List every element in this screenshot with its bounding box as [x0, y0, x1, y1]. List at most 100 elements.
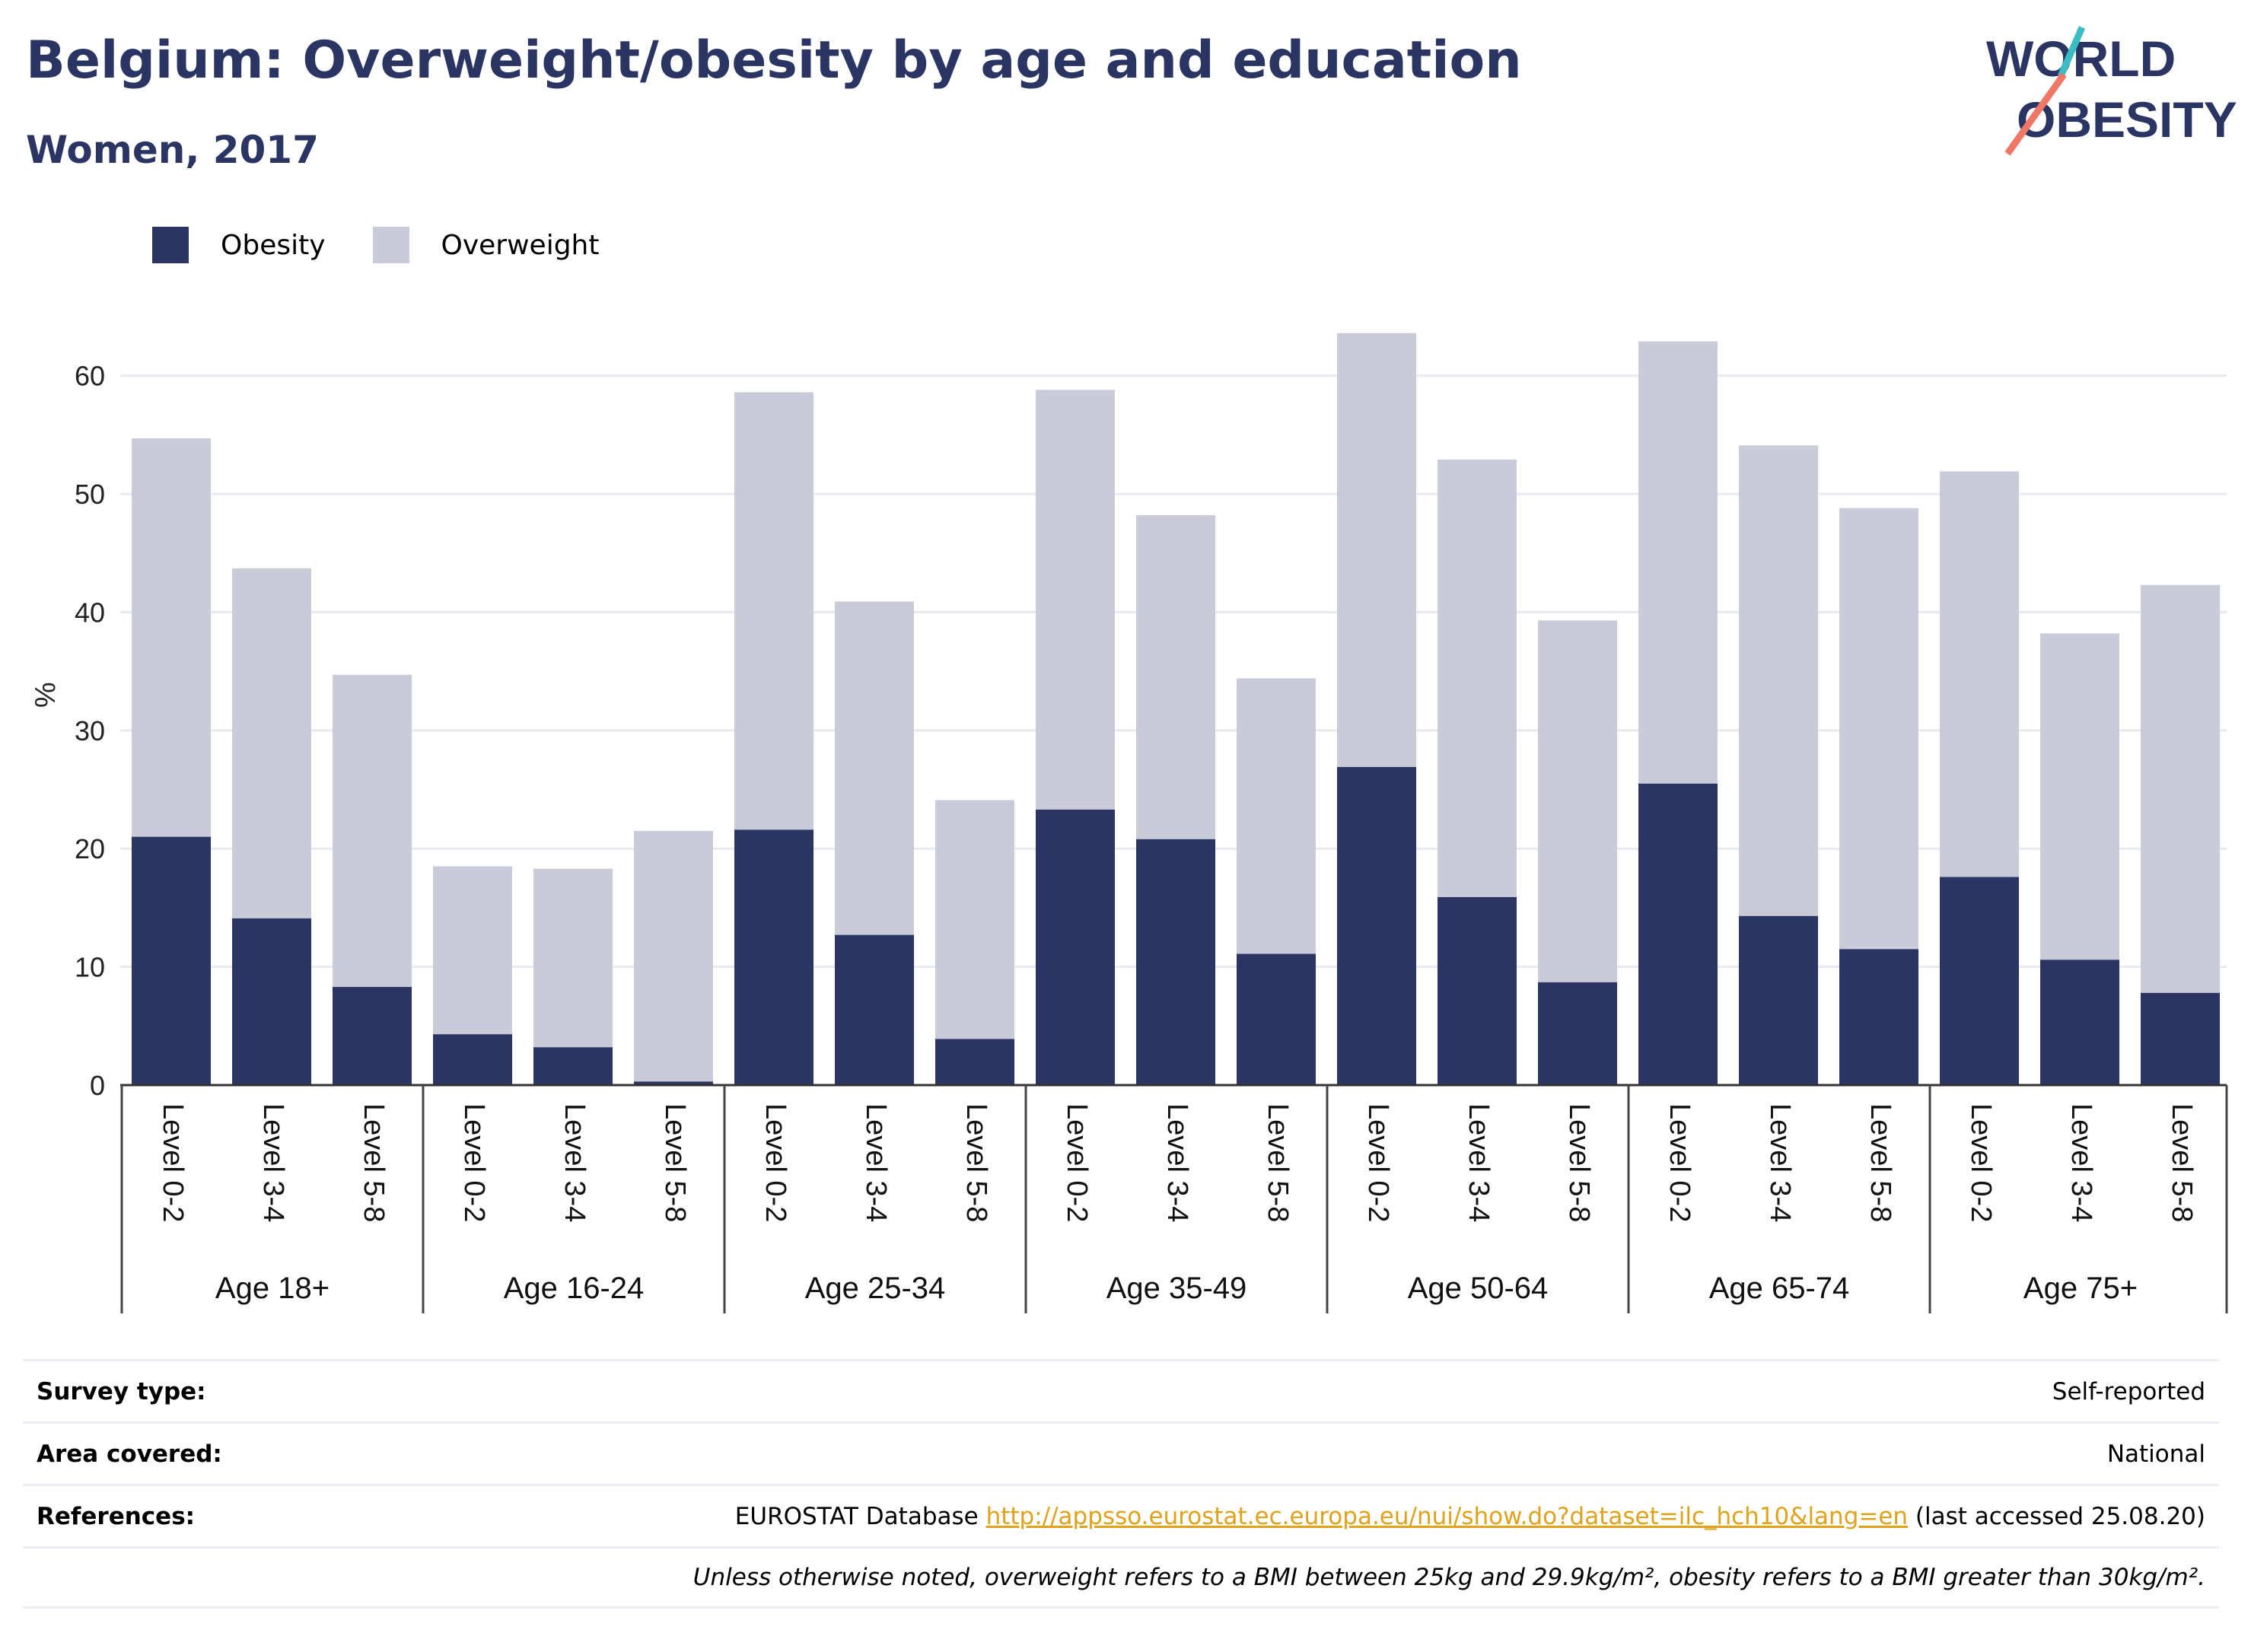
bar-overweight [634, 830, 713, 1082]
bar-overweight [1538, 620, 1617, 982]
bar-obesity [1136, 839, 1215, 1085]
bar-overweight [433, 866, 512, 1035]
bar-overweight [1638, 341, 1718, 784]
y-tick-label: 20 [75, 833, 105, 864]
x-tick-label: Level 0-2 [157, 1103, 189, 1222]
bar-overweight [1237, 678, 1316, 954]
world-obesity-logo: WORLD OBESITY [1986, 26, 2237, 156]
x-tick-label: Level 5-8 [1864, 1103, 1896, 1222]
bar-obesity [533, 1047, 613, 1085]
legend-swatch-obesity [152, 227, 189, 263]
bar-overweight [1438, 460, 1517, 897]
bar-overweight [935, 800, 1014, 1039]
y-tick-label: 50 [75, 479, 105, 510]
legend-label-overweight: Overweight [441, 229, 600, 261]
group-label: Age 75+ [2023, 1272, 2138, 1305]
x-tick-label: Level 3-4 [559, 1103, 591, 1222]
x-tick-label: Level 3-4 [1764, 1103, 1796, 1222]
bar-obesity [232, 918, 311, 1085]
survey-type-label: Survey type: [37, 1377, 206, 1405]
bar-overweight [1839, 508, 1918, 950]
x-tick-label: Level 5-8 [659, 1103, 691, 1222]
x-tick-label: Level 5-8 [358, 1103, 390, 1222]
x-tick-label: Level 0-2 [759, 1103, 791, 1222]
y-tick-label: 30 [75, 715, 105, 746]
info-row-references: References: EUROSTAT Database http://app… [23, 1484, 2219, 1546]
bar-obesity [2040, 960, 2119, 1085]
group-label: Age 50-64 [1408, 1272, 1549, 1305]
logo-slash-teal [2057, 26, 2086, 78]
x-tick-label: Level 0-2 [458, 1103, 490, 1222]
y-axis-label: % [30, 682, 62, 708]
x-tick-label: Level 0-2 [1061, 1103, 1093, 1222]
survey-type-value: Self-reported [2052, 1377, 2205, 1405]
bar-obesity [1839, 949, 1918, 1085]
bar-overweight [232, 568, 311, 918]
info-row-survey: Survey type: Self-reported [23, 1359, 2219, 1421]
bar-obesity [835, 934, 914, 1085]
references-label: References: [37, 1502, 196, 1530]
area-covered-value: National [2106, 1440, 2205, 1468]
x-tick-label: Level 5-8 [1563, 1103, 1595, 1222]
logo-slash-coral [2004, 72, 2067, 156]
bar-overweight [1337, 333, 1416, 768]
bar-overweight [1940, 471, 2019, 877]
references-prefix: EUROSTAT Database [734, 1502, 986, 1530]
info-row-note: Unless otherwise noted, overweight refer… [23, 1546, 2219, 1609]
x-tick-label: Level 3-4 [1161, 1103, 1193, 1222]
group-label: Age 25-34 [805, 1272, 946, 1305]
bar-obesity [132, 836, 211, 1085]
bar-obesity [1337, 767, 1416, 1085]
bmi-definition-note: Unless otherwise noted, overweight refer… [692, 1564, 2205, 1591]
stacked-bar-chart: 0 10 20 30 40 50 60% Level 0-2 Level 3-4 Level 5-… [30, 333, 2228, 1313]
info-row-area: Area covered: National [23, 1421, 2219, 1484]
bar-obesity [1739, 915, 1818, 1085]
bar-overweight [1036, 390, 1115, 810]
group-label: Age 18+ [215, 1272, 330, 1305]
chart-title: Belgium: Overweight/obesity by age and e… [26, 30, 1522, 91]
x-tick-label: Level 3-4 [1463, 1103, 1495, 1222]
x-tick-label: Level 0-2 [1362, 1103, 1394, 1222]
x-tick-label: Level 5-8 [2166, 1103, 2198, 1222]
info-table: Survey type: Self-reported Area covered:… [23, 1359, 2219, 1609]
y-tick-label: 0 [90, 1070, 105, 1101]
bar-overweight [132, 438, 211, 837]
legend-swatch-overweight [372, 227, 409, 263]
bar-obesity [1638, 783, 1718, 1085]
legend-label-obesity: Obesity [221, 229, 326, 261]
bar-overweight [835, 601, 914, 935]
bar-obesity [634, 1081, 713, 1085]
bar-obesity [2141, 992, 2220, 1085]
area-covered-label: Area covered: [37, 1440, 222, 1468]
x-tick-label: Level 0-2 [1965, 1103, 1997, 1222]
bar-overweight [333, 674, 412, 988]
bar-overweight [2141, 584, 2220, 993]
x-tick-label: Level 5-8 [1262, 1103, 1294, 1222]
bar-overweight [2040, 633, 2119, 960]
y-tick-label: 10 [75, 952, 105, 983]
bar-obesity [1237, 953, 1316, 1085]
logo-line2: OBESITY [2017, 91, 2237, 148]
x-tick-label: Level 0-2 [1664, 1103, 1695, 1222]
bar-overweight [1739, 445, 1818, 916]
bar-obesity [333, 987, 412, 1085]
references-value: EUROSTAT Database http://appsso.eurostat… [735, 1503, 2205, 1530]
bar-obesity [1538, 982, 1617, 1085]
bar-overweight [1136, 515, 1215, 839]
x-tick-label: Level 3-4 [257, 1103, 289, 1222]
chart-legend: Obesity Overweight [152, 225, 646, 265]
bar-obesity [734, 829, 813, 1085]
logo-line1: WORLD [1986, 30, 2176, 87]
legend-item-overweight[interactable]: Overweight [372, 227, 600, 263]
x-tick-label: Level 5-8 [960, 1103, 992, 1222]
bar-obesity [935, 1039, 1014, 1085]
group-label: Age 65-74 [1709, 1272, 1850, 1305]
x-tick-label: Level 3-4 [2065, 1103, 2097, 1222]
y-tick-label: 40 [75, 597, 105, 628]
x-tick-label: Level 3-4 [860, 1103, 892, 1222]
references-suffix: (last accessed 25.08.20) [1908, 1502, 2205, 1530]
legend-item-obesity[interactable]: Obesity [152, 227, 326, 263]
references-link[interactable]: http://appsso.eurostat.ec.europa.eu/nui/… [985, 1502, 1909, 1530]
chart-subtitle: Women, 2017 [26, 128, 319, 172]
bar-obesity [433, 1034, 512, 1085]
